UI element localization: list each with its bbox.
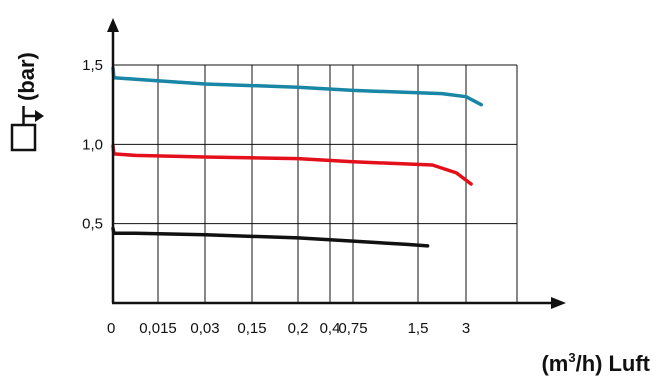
y-tick-label: 1,0 bbox=[82, 136, 103, 153]
x-tick-label: 0,015 bbox=[139, 320, 177, 337]
x-label-text: Luft bbox=[608, 351, 650, 376]
x-tick-label: 0,15 bbox=[237, 320, 266, 337]
series-line-1 bbox=[111, 144, 473, 186]
x-tick-label: 1,5 bbox=[408, 320, 429, 337]
y-axis-label: (bar) bbox=[14, 52, 39, 101]
y-axis-arrow-icon bbox=[107, 18, 119, 32]
x-tick-label: 0,2 bbox=[288, 320, 309, 337]
x-unit-sup: 3 bbox=[568, 350, 575, 365]
x-tick-label: 0 bbox=[107, 320, 115, 337]
y-tick-label: 0,5 bbox=[82, 216, 103, 233]
axes bbox=[107, 18, 566, 309]
y-axis-label-group: (bar) bbox=[10, 52, 44, 152]
pressure-outlet-icon bbox=[10, 106, 44, 152]
x-axis-arrow-icon bbox=[551, 297, 566, 309]
x-unit-base: (m bbox=[541, 351, 568, 376]
x-tick-labels: 0 0,015 0,03 0,15 0,2 0,40,75 1,5 3 bbox=[107, 320, 470, 337]
x-tick-label: 0,75 bbox=[338, 320, 367, 337]
x-axis-label: (m3/h) Luft bbox=[541, 350, 650, 376]
series-line-2 bbox=[111, 226, 430, 248]
x-tick-label: 0,03 bbox=[190, 320, 219, 337]
series-group bbox=[111, 66, 484, 248]
x-tick-label: 0,4 bbox=[320, 320, 341, 337]
y-tick-labels: 0,5 1,0 1,5 bbox=[82, 57, 103, 233]
x-unit-rest: /h) bbox=[576, 351, 603, 376]
grid bbox=[113, 64, 518, 303]
x-tick-label: 3 bbox=[462, 320, 470, 337]
series-line-0 bbox=[111, 66, 484, 107]
y-tick-label: 1,5 bbox=[82, 57, 103, 74]
